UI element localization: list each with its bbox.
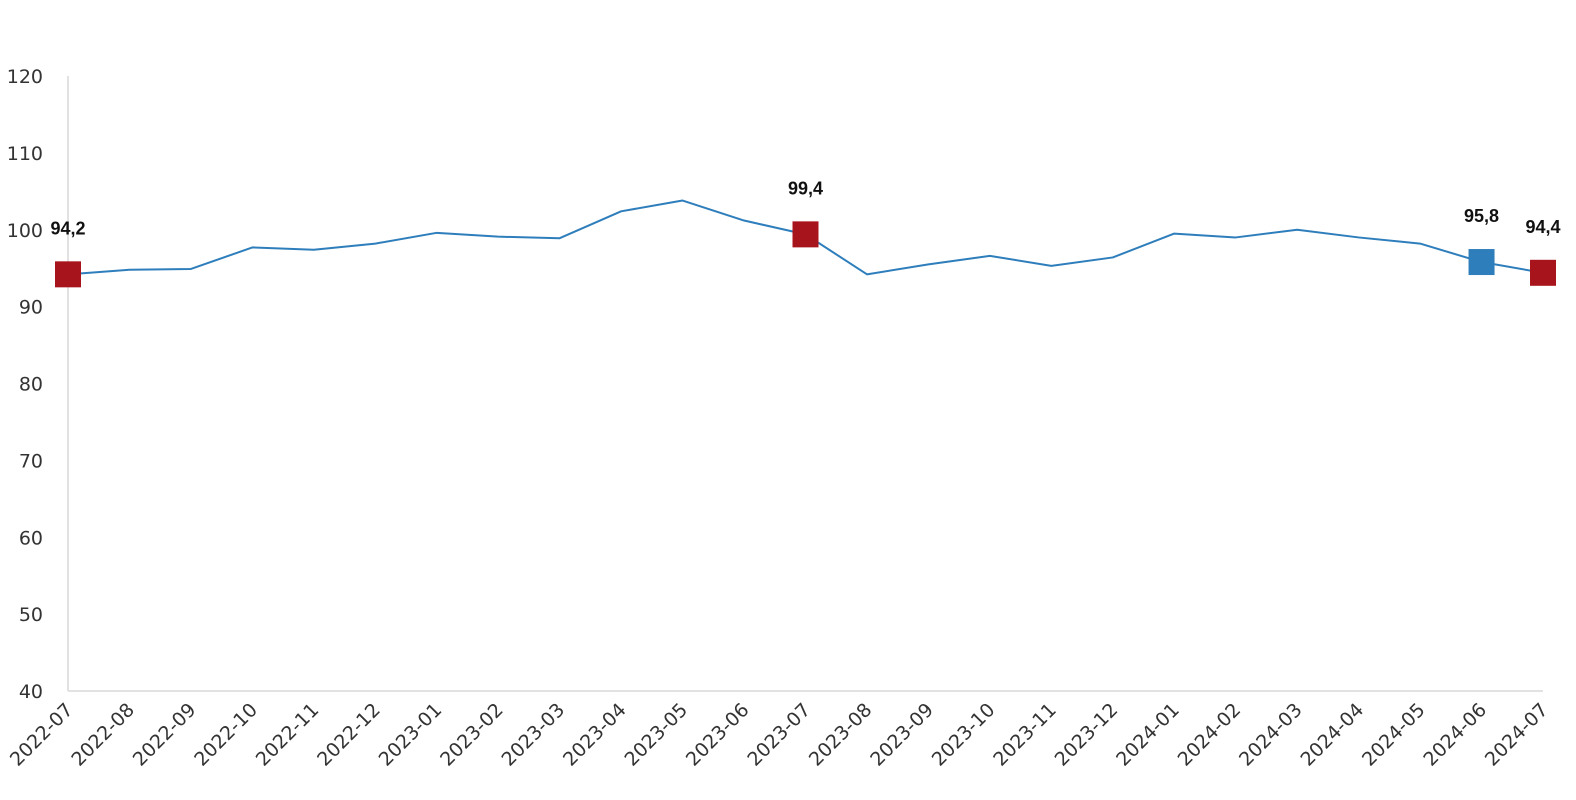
x-tick-label: 2023-06 [682, 699, 754, 771]
x-tick-label: 2022-11 [252, 699, 324, 771]
x-tick-label: 2023-11 [989, 699, 1061, 771]
x-tick-label: 2023-10 [928, 699, 1000, 771]
highlight-marker [792, 221, 819, 248]
x-tick-label: 2024-01 [1112, 699, 1184, 771]
y-tick-label: 50 [19, 604, 43, 626]
x-tick-label: 2023-02 [436, 699, 508, 771]
x-tick-label: 2022-09 [129, 699, 201, 771]
x-tick-label: 2024-07 [1481, 699, 1553, 771]
x-tick-label: 2023-05 [620, 699, 692, 771]
y-tick-label: 80 [19, 374, 43, 396]
x-tick-label: 2023-04 [559, 699, 631, 771]
data-label: 95,8 [1464, 206, 1499, 226]
y-tick-label: 120 [7, 66, 43, 88]
x-axis-ticks: 2022-072022-082022-092022-102022-112022-… [6, 699, 1553, 771]
x-tick-label: 2024-04 [1296, 699, 1368, 771]
x-tick-label: 2024-05 [1358, 699, 1430, 771]
x-tick-label: 2023-01 [375, 699, 447, 771]
y-tick-label: 40 [19, 681, 43, 703]
x-tick-label: 2024-06 [1419, 699, 1491, 771]
x-tick-label: 2022-07 [6, 699, 78, 771]
x-tick-label: 2022-10 [190, 699, 262, 771]
x-tick-label: 2024-03 [1235, 699, 1307, 771]
y-tick-label: 100 [7, 220, 43, 242]
y-tick-label: 70 [19, 450, 43, 472]
highlight-markers [55, 221, 1556, 288]
highlight-marker [1468, 249, 1495, 276]
x-tick-label: 2023-07 [743, 699, 815, 771]
x-tick-label: 2022-08 [67, 699, 139, 771]
y-tick-label: 110 [7, 143, 43, 165]
x-tick-label: 2023-12 [1051, 699, 1123, 771]
highlight-marker [55, 261, 81, 288]
highlight-marker [1530, 259, 1556, 286]
data-label: 94,2 [50, 218, 85, 238]
x-tick-label: 2023-08 [805, 699, 877, 771]
y-tick-label: 90 [19, 297, 43, 319]
x-tick-label: 2024-02 [1174, 699, 1246, 771]
data-labels: 94,2 99,4 95,8 94,4 [50, 178, 1560, 238]
data-label: 94,4 [1525, 217, 1560, 237]
x-tick-label: 2023-03 [498, 699, 570, 771]
y-tick-label: 60 [19, 527, 43, 549]
x-tick-label: 2022-12 [313, 699, 385, 771]
x-tick-label: 2023-09 [866, 699, 938, 771]
data-label: 99,4 [788, 178, 823, 198]
y-axis-ticks: 40 50 60 70 80 90 100 110 120 [7, 66, 43, 703]
